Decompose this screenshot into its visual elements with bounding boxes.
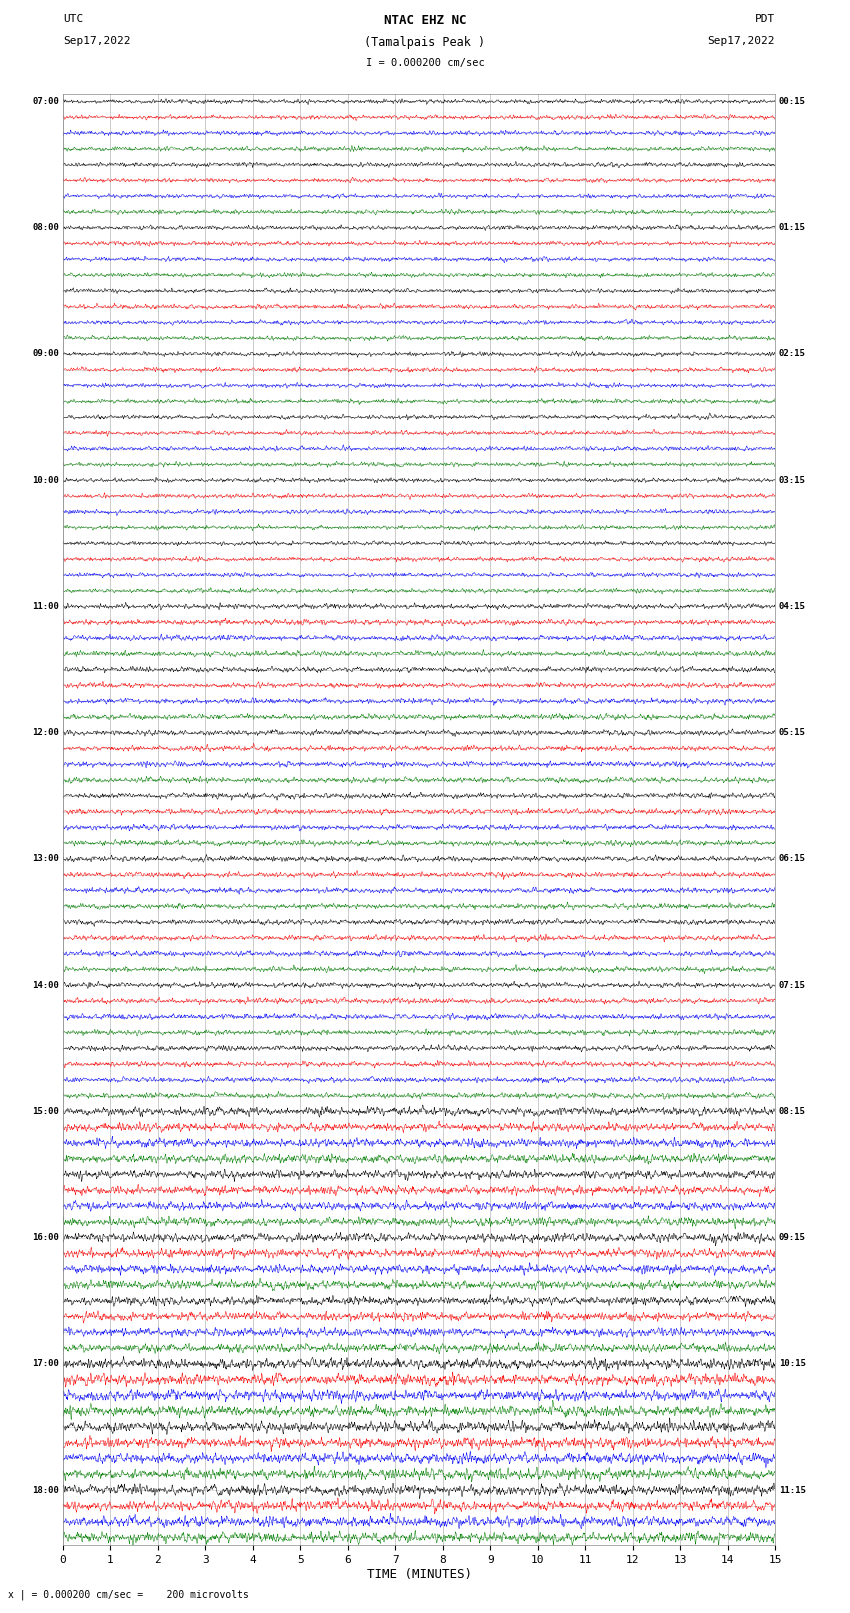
Text: 10:00: 10:00 [32, 476, 60, 484]
Text: 01:15: 01:15 [779, 223, 806, 232]
Text: 12:00: 12:00 [32, 727, 60, 737]
Text: UTC: UTC [63, 15, 83, 24]
Text: 11:15: 11:15 [779, 1486, 806, 1495]
Text: 03:15: 03:15 [779, 476, 806, 484]
Text: 16:00: 16:00 [32, 1232, 60, 1242]
Text: 07:00: 07:00 [32, 97, 60, 106]
Text: 05:15: 05:15 [779, 727, 806, 737]
Text: 00:15: 00:15 [779, 97, 806, 106]
Text: 11:00: 11:00 [32, 602, 60, 611]
Text: 02:15: 02:15 [779, 350, 806, 358]
Text: (Tamalpais Peak ): (Tamalpais Peak ) [365, 35, 485, 48]
Text: 07:15: 07:15 [779, 981, 806, 990]
Text: 10:15: 10:15 [779, 1360, 806, 1368]
Text: 14:00: 14:00 [32, 981, 60, 990]
Text: Sep17,2022: Sep17,2022 [708, 35, 775, 45]
Text: 06:15: 06:15 [779, 855, 806, 863]
Text: 09:15: 09:15 [779, 1232, 806, 1242]
Text: 08:00: 08:00 [32, 223, 60, 232]
Text: 18:00: 18:00 [32, 1486, 60, 1495]
Text: Sep17,2022: Sep17,2022 [63, 35, 130, 45]
Text: 15:00: 15:00 [32, 1107, 60, 1116]
Text: NTAC EHZ NC: NTAC EHZ NC [383, 15, 467, 27]
Text: x | = 0.000200 cm/sec =    200 microvolts: x | = 0.000200 cm/sec = 200 microvolts [8, 1589, 249, 1600]
X-axis label: TIME (MINUTES): TIME (MINUTES) [366, 1568, 472, 1581]
Text: 17:00: 17:00 [32, 1360, 60, 1368]
Text: 04:15: 04:15 [779, 602, 806, 611]
Text: PDT: PDT [755, 15, 775, 24]
Text: 13:00: 13:00 [32, 855, 60, 863]
Text: 08:15: 08:15 [779, 1107, 806, 1116]
Text: 09:00: 09:00 [32, 350, 60, 358]
Text: I = 0.000200 cm/sec: I = 0.000200 cm/sec [366, 58, 484, 68]
